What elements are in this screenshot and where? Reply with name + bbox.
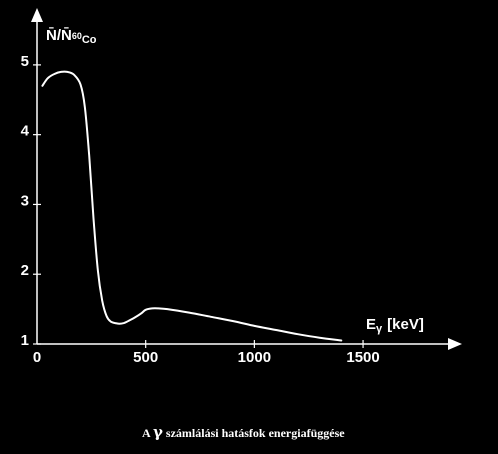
x-tick-label: 0: [33, 349, 41, 366]
caption-text: számlálási hatásfok energiafüggése: [163, 426, 345, 440]
y-axis-title-main: N̄/N̄: [46, 26, 72, 44]
x-axis-title: Eγ [keV]: [366, 316, 424, 335]
x-tick-label: 1000: [238, 349, 271, 366]
caption-prefix: A: [142, 426, 153, 440]
x-tick-label: 500: [133, 349, 158, 366]
x-tick-label: 1500: [346, 349, 379, 366]
y-axis-title-subscript-number: 60: [72, 31, 82, 41]
y-tick-label: 4: [21, 123, 30, 140]
axes: [31, 8, 462, 350]
x-axis-title-unit: [keV]: [387, 316, 424, 333]
x-axis-title-subscript: γ: [376, 323, 383, 335]
x-ticks: 0 500 1000 1500: [33, 340, 380, 366]
caption-symbol: γ: [153, 423, 163, 441]
y-tick-label: 3: [21, 192, 29, 209]
y-ticks: 1 2 3 4 5: [21, 53, 41, 349]
x-axis-arrowhead: [448, 338, 462, 350]
y-tick-label: 5: [21, 53, 29, 70]
x-axis-title-symbol: E: [366, 316, 376, 333]
chart-caption: A γ számlálási hatásfok energiafüggése: [142, 423, 345, 441]
y-tick-label: 1: [21, 332, 29, 349]
y-axis-title-subscript-text: Co: [82, 34, 97, 46]
y-axis-title: N̄/N̄60Co: [46, 26, 97, 46]
y-axis-arrowhead: [31, 8, 43, 22]
y-tick-label: 2: [21, 262, 29, 279]
series-line: [41, 70, 343, 342]
